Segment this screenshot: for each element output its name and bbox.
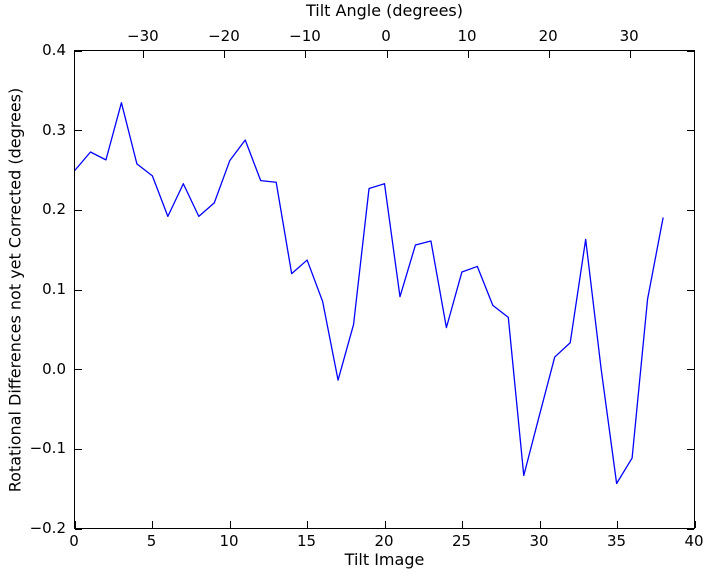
x-tick — [74, 521, 76, 528]
top-tick — [629, 51, 631, 58]
x-tick — [229, 521, 231, 528]
top-tick-label: −10 — [289, 27, 321, 45]
y-tick-label: 0.2 — [42, 200, 66, 219]
x-tick-label: 25 — [451, 532, 472, 550]
y-tick — [75, 369, 82, 371]
y-tick-right — [687, 50, 694, 52]
x-tick-label: 35 — [606, 532, 627, 550]
x-tick-label: 40 — [684, 532, 704, 550]
x-tick-label: 20 — [374, 532, 394, 550]
top-tick — [143, 51, 145, 58]
top-tick — [305, 51, 307, 58]
y-tick — [75, 130, 82, 132]
top-tick-label: 10 — [457, 27, 477, 45]
x-tick — [694, 521, 696, 528]
y-tick-label: −0.1 — [29, 439, 66, 458]
y-tick-right — [687, 209, 694, 211]
y-tick — [75, 50, 82, 52]
y-tick — [75, 448, 82, 450]
top-tick — [548, 51, 550, 58]
y-tick-right — [687, 289, 694, 291]
top-tick-label: 30 — [619, 27, 639, 45]
y-tick-right — [687, 130, 694, 132]
x-tick — [152, 521, 153, 528]
x-tick — [384, 521, 386, 528]
x-tick-label: 5 — [146, 532, 157, 550]
x-tick-label: 30 — [529, 532, 549, 550]
x-tick-label: 10 — [219, 532, 239, 550]
x-tick — [617, 521, 618, 528]
y-tick-right — [687, 448, 694, 450]
x-axis-label: Tilt Image — [344, 550, 425, 569]
x-tick-label: 15 — [296, 532, 317, 550]
y-tick-label: 0.3 — [42, 120, 66, 139]
x-tick — [539, 521, 541, 528]
x-tick-label: 0 — [69, 532, 79, 550]
y-tick-label: −0.2 — [29, 519, 66, 537]
x-tick — [307, 521, 308, 528]
plot-area — [74, 50, 696, 530]
y-tick-right — [687, 528, 694, 530]
top-tick-label: 20 — [538, 27, 558, 45]
top-tick-label: −20 — [208, 27, 240, 45]
y-tick-label: 0.4 — [42, 41, 66, 59]
line-chart-canvas — [75, 102, 664, 485]
top-tick — [224, 51, 226, 58]
top-tick-label: 0 — [381, 27, 391, 45]
y-tick-right — [687, 369, 694, 371]
data-line-series — [75, 102, 664, 485]
top-tick — [386, 51, 388, 58]
x-tick — [462, 521, 463, 528]
y-tick — [75, 209, 82, 211]
y-tick — [75, 289, 82, 291]
top-tick — [467, 51, 469, 58]
y-tick-label: 0.1 — [42, 280, 66, 298]
top-tick-label: −30 — [127, 27, 159, 45]
y-tick — [75, 528, 82, 530]
top-axis-label: Tilt Angle (degrees) — [305, 1, 464, 20]
y-tick-label: 0.0 — [42, 359, 66, 378]
